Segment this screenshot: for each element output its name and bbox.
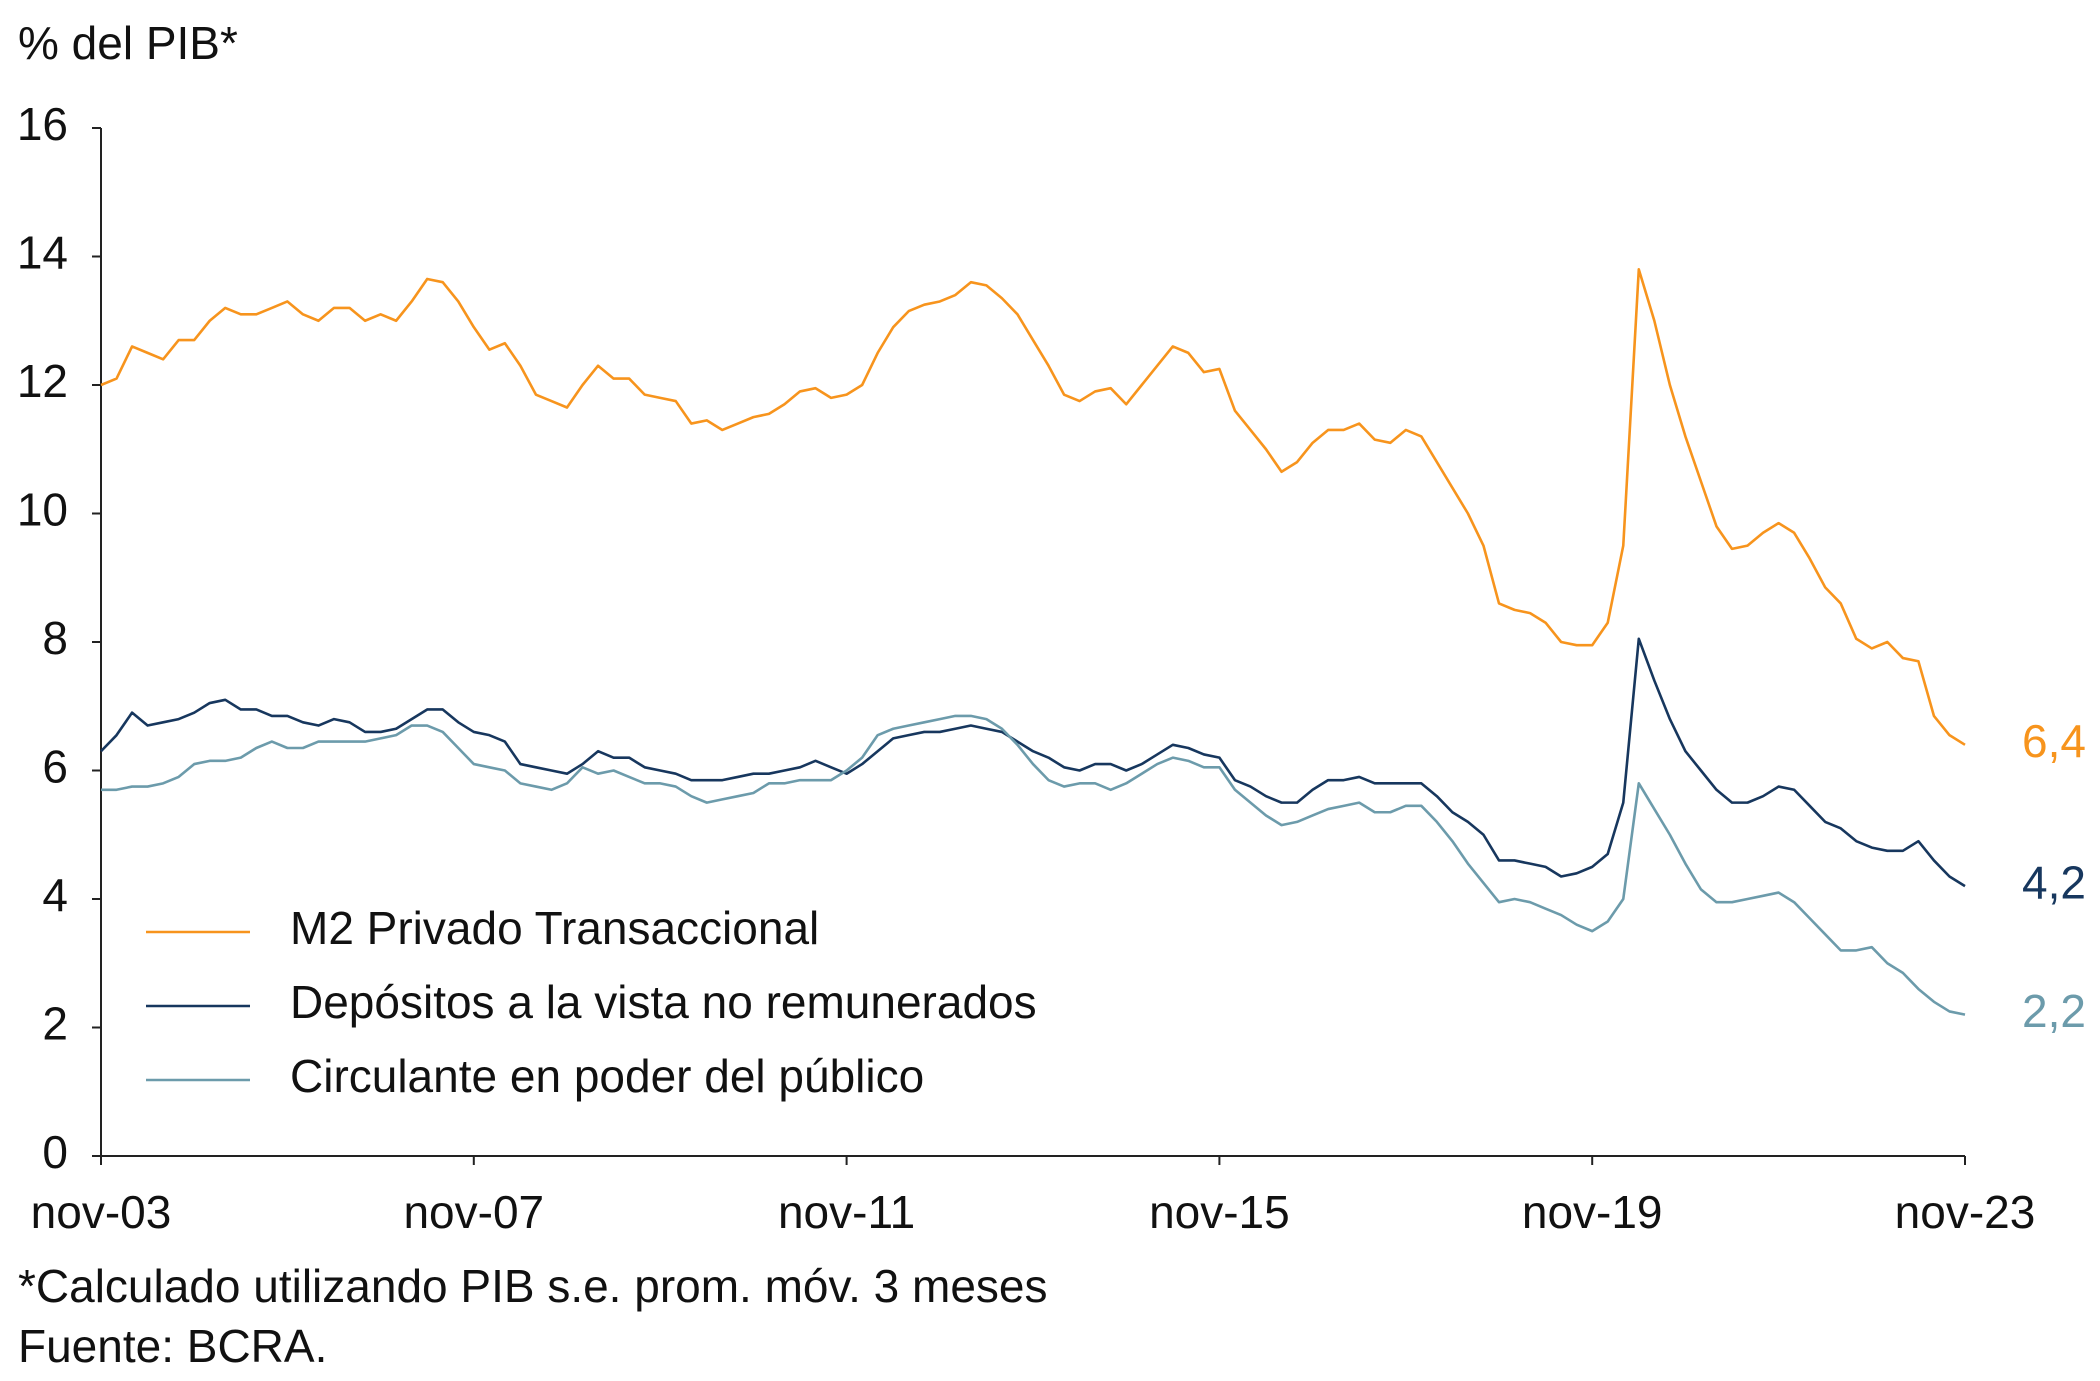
footnote: *Calculado utilizando PIB s.e. prom. móv… [18, 1260, 1048, 1312]
legend-label: M2 Privado Transaccional [290, 902, 819, 954]
end-label: 2,2 [2022, 985, 2086, 1037]
end-label: 4,2 [2022, 856, 2086, 908]
x-tick-label: nov-19 [1522, 1186, 1663, 1238]
y-tick-label: 16 [17, 98, 68, 150]
chart-title: % del PIB* [18, 17, 238, 69]
x-tick-label: nov-03 [31, 1186, 172, 1238]
x-tick-label: nov-23 [1895, 1186, 2036, 1238]
y-tick-label: 0 [42, 1126, 68, 1178]
x-tick-label: nov-15 [1149, 1186, 1290, 1238]
legend-label: Circulante en poder del público [290, 1050, 924, 1102]
y-tick-label: 12 [17, 355, 68, 407]
y-tick-label: 4 [42, 869, 68, 921]
series-line [100, 637, 1966, 888]
series-line [101, 714, 1966, 1016]
x-tick-label: nov-07 [403, 1186, 544, 1238]
end-label: 6,4 [2022, 715, 2086, 767]
y-tick-label: 6 [42, 741, 68, 793]
y-tick-label: 10 [17, 484, 68, 536]
x-tick-label: nov-11 [778, 1186, 915, 1238]
legend-label: Depósitos a la vista no remunerados [290, 976, 1037, 1028]
y-tick-label: 2 [42, 998, 68, 1050]
y-tick-label: 14 [17, 227, 68, 279]
y-tick-label: 8 [42, 612, 68, 664]
series-line [100, 268, 1966, 746]
source: Fuente: BCRA. [18, 1320, 327, 1372]
